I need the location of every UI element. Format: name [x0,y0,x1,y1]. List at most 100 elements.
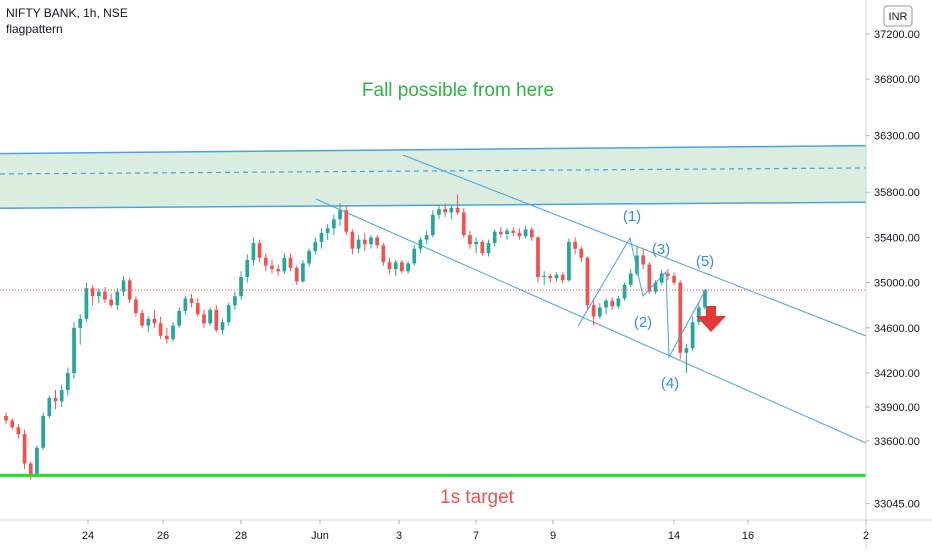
candle-body[interactable] [239,276,243,297]
candle-body[interactable] [511,230,516,233]
candle-body[interactable] [152,318,157,324]
candle-body[interactable] [684,348,689,353]
candle-body[interactable] [72,327,76,374]
candle-body[interactable] [47,397,52,416]
candle-body[interactable] [214,309,219,331]
candle-body[interactable] [455,208,460,213]
candle-body[interactable] [66,373,70,390]
candle-body[interactable] [628,273,633,285]
candle-body[interactable] [356,239,361,249]
candle-body[interactable] [78,318,83,328]
zone-upper-line[interactable] [0,144,867,155]
candle-body[interactable] [313,241,318,251]
candle-body[interactable] [529,229,534,238]
candle-body[interactable] [474,241,478,245]
candle-body[interactable] [96,291,101,297]
candle-body[interactable] [90,288,95,297]
candle-body[interactable] [461,212,466,236]
candle-body[interactable] [319,232,324,242]
candle-body[interactable] [369,237,373,245]
candle-body[interactable] [282,257,287,272]
candle-body[interactable] [560,274,565,281]
candle-body[interactable] [263,257,268,266]
candle-body[interactable] [591,305,596,317]
candle-body[interactable] [573,241,577,249]
candle-body[interactable] [437,209,441,215]
candle-body[interactable] [616,298,621,307]
candle-body[interactable] [610,300,615,307]
candle-body[interactable] [641,255,645,265]
candle-body[interactable] [468,235,472,245]
candle-body[interactable] [115,291,120,306]
candle-body[interactable] [158,323,163,336]
candle-body[interactable] [412,248,417,264]
candle-body[interactable] [672,275,676,283]
currency-badge[interactable] [883,5,913,27]
candle-body[interactable] [41,416,45,448]
candle-body[interactable] [430,214,435,236]
candle-body[interactable] [517,232,522,237]
candle-body[interactable] [486,243,491,254]
candle-body[interactable] [338,210,342,220]
candle-body[interactable] [233,296,237,306]
candle-body[interactable] [548,275,553,279]
candle-body[interactable] [208,309,212,324]
candle-body[interactable] [53,397,58,402]
candle-body[interactable] [492,231,497,244]
candle-body[interactable] [443,209,448,213]
candle-body[interactable] [350,231,355,249]
candle-body[interactable] [10,420,15,428]
price-axis-panel[interactable] [866,0,932,550]
candle-body[interactable] [499,231,503,234]
wave-path[interactable] [577,236,707,359]
candle-body[interactable] [4,416,8,421]
candle-body[interactable] [146,318,151,326]
candle-body[interactable] [666,273,670,276]
candle-body[interactable] [251,243,256,260]
candle-body[interactable] [554,274,559,279]
candle-body[interactable] [536,237,540,277]
candle-body[interactable] [678,282,683,353]
candle-body[interactable] [604,300,608,308]
candle-body[interactable] [597,307,602,317]
candle-body[interactable] [622,284,627,299]
candle-body[interactable] [140,313,144,326]
candle-body[interactable] [331,219,336,229]
channel-lower-line[interactable] [315,198,867,444]
candle-body[interactable] [387,262,392,270]
candle-body[interactable] [703,290,707,308]
candle-body[interactable] [164,335,169,340]
candle-body[interactable] [226,305,231,323]
candle-body[interactable] [659,273,664,283]
candle-body[interactable] [449,208,454,213]
candle-body[interactable] [325,228,330,233]
zone-lower-line[interactable] [0,201,867,209]
candle-body[interactable] [103,291,107,300]
candle-body[interactable] [344,210,349,232]
candle-body[interactable] [480,241,485,254]
candle-body[interactable] [523,229,528,237]
candle-body[interactable] [505,230,509,234]
candle-body[interactable] [585,257,590,306]
candle-body[interactable] [567,241,571,281]
candle-body[interactable] [35,447,39,476]
candle-body[interactable] [109,299,114,306]
candle-body[interactable] [59,390,64,402]
candle-body[interactable] [195,302,200,315]
candle-body[interactable] [635,255,639,274]
candle-body[interactable] [276,269,281,272]
candle-body[interactable] [28,463,33,476]
candle-body[interactable] [375,237,380,246]
candle-body[interactable] [307,250,311,264]
candle-body[interactable] [171,325,175,340]
candle-body[interactable] [647,264,652,292]
candle-body[interactable] [177,310,182,326]
channel-upper-line[interactable] [402,154,867,337]
candle-body[interactable] [245,260,250,277]
candle-body[interactable] [424,235,429,240]
candle-body[interactable] [696,307,701,323]
candle-body[interactable] [189,298,194,303]
candle-body[interactable] [400,262,404,272]
candle-body[interactable] [16,427,21,435]
